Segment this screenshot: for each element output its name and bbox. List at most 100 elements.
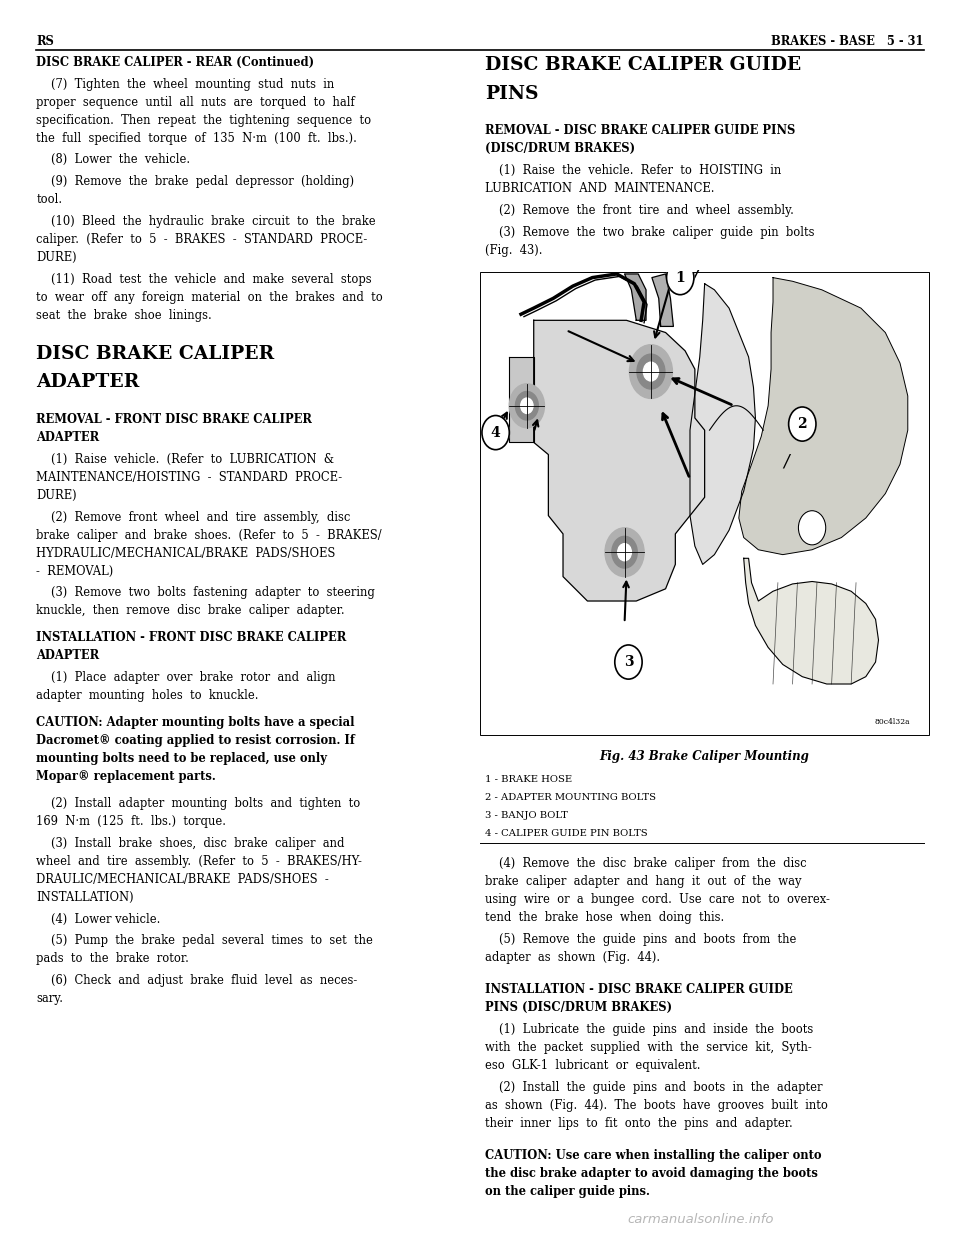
Text: (1)  Place  adapter  over  brake  rotor  and  align: (1) Place adapter over brake rotor and a…: [51, 671, 335, 684]
Circle shape: [516, 391, 539, 420]
Text: PINS: PINS: [485, 84, 539, 103]
Text: ADAPTER: ADAPTER: [36, 650, 100, 662]
Text: BRAKES - BASE   5 - 31: BRAKES - BASE 5 - 31: [771, 35, 924, 47]
Text: (4)  Lower vehicle.: (4) Lower vehicle.: [51, 913, 160, 925]
Circle shape: [666, 261, 694, 294]
Text: brake  caliper  adapter  and  hang  it  out  of  the  way: brake caliper adapter and hang it out of…: [485, 876, 802, 888]
Text: /: /: [782, 453, 788, 471]
Text: knuckle,  then  remove  disc  brake  caliper  adapter.: knuckle, then remove disc brake caliper …: [36, 605, 345, 617]
Text: using  wire  or  a  bungee  cord.  Use  care  not  to  overex-: using wire or a bungee cord. Use care no…: [485, 893, 829, 905]
Circle shape: [510, 384, 544, 427]
Circle shape: [788, 407, 816, 441]
Text: DURE): DURE): [36, 251, 77, 263]
Text: eso  GLK-1  lubricant  or  equivalent.: eso GLK-1 lubricant or equivalent.: [485, 1059, 700, 1072]
Text: /: /: [690, 268, 697, 288]
Text: sary.: sary.: [36, 992, 63, 1005]
Text: RS: RS: [36, 35, 55, 47]
Text: DISC BRAKE CALIPER GUIDE: DISC BRAKE CALIPER GUIDE: [485, 56, 801, 73]
Bar: [480, 272, 929, 735]
Text: (10)  Bleed  the  hydraulic  brake  circuit  to  the  brake: (10) Bleed the hydraulic brake circuit t…: [51, 215, 375, 227]
Circle shape: [617, 544, 632, 560]
Text: caliper.  (Refer  to  5  -  BRAKES  -  STANDARD  PROCE-: caliper. (Refer to 5 - BRAKES - STANDARD…: [36, 232, 368, 246]
Text: (6)  Check  and  adjust  brake  fluid  level  as  neces-: (6) Check and adjust brake fluid level a…: [51, 974, 357, 987]
Text: (DISC/DRUM BRAKES): (DISC/DRUM BRAKES): [485, 143, 635, 155]
Polygon shape: [534, 320, 705, 601]
Text: Dacromet® coating applied to resist corrosion. If: Dacromet® coating applied to resist corr…: [36, 734, 355, 748]
Text: Mopar® replacement parts.: Mopar® replacement parts.: [36, 770, 216, 784]
Text: DISC BRAKE CALIPER - REAR (Continued): DISC BRAKE CALIPER - REAR (Continued): [36, 56, 315, 68]
Text: (3)  Remove  the  two  brake  caliper  guide  pin  bolts: (3) Remove the two brake caliper guide p…: [499, 226, 815, 238]
Text: 1 - BRAKE HOSE: 1 - BRAKE HOSE: [485, 775, 572, 784]
Text: (9)  Remove  the  brake  pedal  depressor  (holding): (9) Remove the brake pedal depressor (ho…: [51, 175, 354, 188]
Circle shape: [799, 510, 826, 545]
Text: tend  the  brake  hose  when  doing  this.: tend the brake hose when doing this.: [485, 912, 724, 924]
Circle shape: [520, 397, 533, 414]
Text: (Fig.  43).: (Fig. 43).: [485, 243, 542, 257]
Text: (5)  Pump  the  brake  pedal  several  times  to  set  the: (5) Pump the brake pedal several times t…: [51, 934, 372, 948]
Circle shape: [636, 354, 665, 389]
Text: REMOVAL - DISC BRAKE CALIPER GUIDE PINS: REMOVAL - DISC BRAKE CALIPER GUIDE PINS: [485, 124, 795, 138]
Text: CAUTION: Use care when installing the caliper onto: CAUTION: Use care when installing the ca…: [485, 1149, 822, 1163]
Text: INSTALLATION): INSTALLATION): [36, 891, 134, 904]
Circle shape: [612, 537, 637, 568]
Text: 169  N·m  (125  ft.  lbs.)  torque.: 169 N·m (125 ft. lbs.) torque.: [36, 815, 227, 828]
Text: ADAPTER: ADAPTER: [36, 431, 100, 445]
Text: DURE): DURE): [36, 489, 77, 502]
Text: wheel  and  tire  assembly.  (Refer  to  5  -  BRAKES/HY-: wheel and tire assembly. (Refer to 5 - B…: [36, 854, 362, 868]
Text: MAINTENANCE/HOISTING  -  STANDARD  PROCE-: MAINTENANCE/HOISTING - STANDARD PROCE-: [36, 471, 343, 484]
Text: specification.  Then  repeat  the  tightening  sequence  to: specification. Then repeat the tightenin…: [36, 113, 372, 127]
Text: brake  caliper  and  brake  shoes.  (Refer  to  5  -  BRAKES/: brake caliper and brake shoes. (Refer to…: [36, 529, 382, 542]
Text: mounting bolts need to be replaced, use only: mounting bolts need to be replaced, use …: [36, 753, 327, 765]
Text: 2 - ADAPTER MOUNTING BOLTS: 2 - ADAPTER MOUNTING BOLTS: [485, 794, 656, 802]
Polygon shape: [690, 283, 756, 564]
Text: with  the  packet  supplied  with  the  service  kit,  Syth-: with the packet supplied with the servic…: [485, 1041, 811, 1054]
Text: (1)  Raise  the  vehicle.  Refer  to  HOISTING  in: (1) Raise the vehicle. Refer to HOISTING…: [499, 164, 781, 178]
Text: (2)  Remove  front  wheel  and  tire  assembly,  disc: (2) Remove front wheel and tire assembly…: [51, 510, 350, 524]
Circle shape: [605, 528, 644, 576]
Text: adapter  as  shown  (Fig.  44).: adapter as shown (Fig. 44).: [485, 951, 660, 964]
Text: REMOVAL - FRONT DISC BRAKE CALIPER: REMOVAL - FRONT DISC BRAKE CALIPER: [36, 414, 312, 426]
Polygon shape: [510, 356, 534, 442]
Text: pads  to  the  brake  rotor.: pads to the brake rotor.: [36, 953, 189, 965]
Text: 1: 1: [675, 271, 685, 284]
Text: INSTALLATION - DISC BRAKE CALIPER GUIDE: INSTALLATION - DISC BRAKE CALIPER GUIDE: [485, 984, 793, 996]
Text: as  shown  (Fig.  44).  The  boots  have  grooves  built  into: as shown (Fig. 44). The boots have groov…: [485, 1099, 828, 1112]
Text: the  full  specified  torque  of  135  N·m  (100  ft.  lbs.).: the full specified torque of 135 N·m (10…: [36, 132, 357, 144]
Text: (2)  Remove  the  front  tire  and  wheel  assembly.: (2) Remove the front tire and wheel asse…: [499, 204, 794, 217]
Text: adapter  mounting  holes  to  knuckle.: adapter mounting holes to knuckle.: [36, 689, 259, 702]
Text: (8)  Lower  the  vehicle.: (8) Lower the vehicle.: [51, 153, 190, 166]
Text: (11)  Road  test  the  vehicle  and  make  several  stops: (11) Road test the vehicle and make seve…: [51, 272, 372, 286]
Text: 3: 3: [624, 655, 634, 669]
Text: 4 - CALIPER GUIDE PIN BOLTS: 4 - CALIPER GUIDE PIN BOLTS: [485, 830, 647, 838]
Text: their  inner  lips  to  fit  onto  the  pins  and  adapter.: their inner lips to fit onto the pins an…: [485, 1117, 793, 1130]
Text: 3 - BANJO BOLT: 3 - BANJO BOLT: [485, 811, 567, 820]
Text: (5)  Remove  the  guide  pins  and  boots  from  the: (5) Remove the guide pins and boots from…: [499, 933, 797, 945]
Polygon shape: [744, 559, 878, 684]
Text: carmanualsonline.info: carmanualsonline.info: [628, 1213, 774, 1226]
Text: LUBRICATION  AND  MAINTENANCE.: LUBRICATION AND MAINTENANCE.: [485, 183, 714, 195]
Circle shape: [614, 645, 642, 679]
Text: ADAPTER: ADAPTER: [36, 374, 140, 391]
Circle shape: [630, 345, 672, 399]
Text: INSTALLATION - FRONT DISC BRAKE CALIPER: INSTALLATION - FRONT DISC BRAKE CALIPER: [36, 631, 347, 645]
Text: (7)  Tighten  the  wheel  mounting  stud  nuts  in: (7) Tighten the wheel mounting stud nuts…: [51, 77, 334, 91]
Text: PINS (DISC/DRUM BRAKES): PINS (DISC/DRUM BRAKES): [485, 1001, 672, 1015]
Text: (2)  Install  the  guide  pins  and  boots  in  the  adapter: (2) Install the guide pins and boots in …: [499, 1081, 823, 1094]
Text: on the caliper guide pins.: on the caliper guide pins.: [485, 1185, 650, 1199]
Text: 80c4l32a: 80c4l32a: [875, 718, 910, 725]
Text: (3)  Remove  two  bolts  fastening  adapter  to  steering: (3) Remove two bolts fastening adapter t…: [51, 586, 374, 600]
Text: (4)  Remove  the  disc  brake  caliper  from  the  disc: (4) Remove the disc brake caliper from t…: [499, 857, 806, 869]
Text: the disc brake adapter to avoid damaging the boots: the disc brake adapter to avoid damaging…: [485, 1167, 818, 1180]
Text: (1)  Raise  vehicle.  (Refer  to  LUBRICATION  &: (1) Raise vehicle. (Refer to LUBRICATION…: [51, 453, 334, 466]
Text: to  wear  off  any  foreign  material  on  the  brakes  and  to: to wear off any foreign material on the …: [36, 291, 383, 303]
Text: (2)  Install  adapter  mounting  bolts  and  tighten  to: (2) Install adapter mounting bolts and t…: [51, 797, 360, 810]
Polygon shape: [739, 278, 908, 555]
Text: -  REMOVAL): - REMOVAL): [36, 565, 113, 578]
Text: DISC BRAKE CALIPER: DISC BRAKE CALIPER: [36, 344, 275, 363]
Polygon shape: [625, 274, 646, 320]
Circle shape: [482, 416, 510, 450]
Text: 4: 4: [491, 426, 500, 440]
Text: (3)  Install  brake  shoes,  disc  brake  caliper  and: (3) Install brake shoes, disc brake cali…: [51, 837, 345, 850]
Polygon shape: [652, 274, 673, 327]
Text: CAUTION: Adapter mounting bolts have a special: CAUTION: Adapter mounting bolts have a s…: [36, 717, 355, 729]
